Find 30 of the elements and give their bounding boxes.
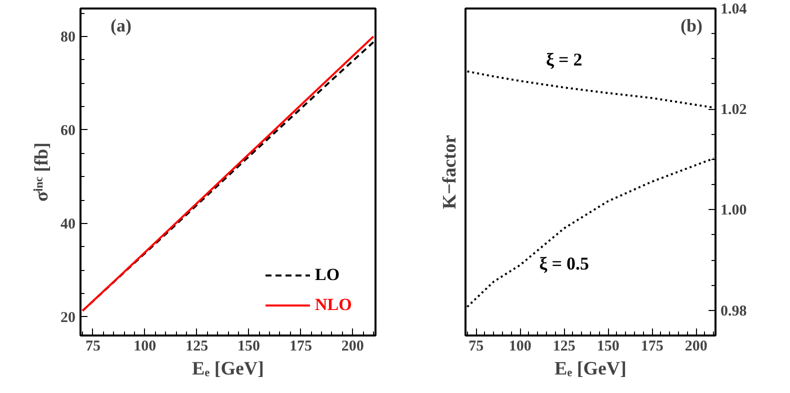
series-label: ξ = 2 [546, 49, 582, 70]
series-label: ξ = 0.5 [539, 253, 589, 274]
x-tick-label: 100 [134, 338, 156, 354]
x-tick-label: 200 [341, 338, 364, 354]
y-axis-title: σⁱⁿᶜ [fb] [32, 142, 52, 202]
x-tick-label: 75 [468, 338, 484, 354]
annotation: (b) [680, 16, 703, 36]
legend-label: LO [315, 265, 340, 285]
x-axis-title: Eₑ [GeV] [192, 358, 264, 380]
y-tick-label: 0.98 [720, 303, 747, 320]
y-tick-label: 1.00 [720, 202, 747, 219]
legend-label: NLO [315, 295, 352, 315]
y-tick-label: 20 [60, 310, 76, 326]
x-tick-label: 175 [289, 338, 312, 354]
y-axis-title: K−factor [440, 134, 460, 210]
x-tick-label: 175 [640, 338, 664, 354]
y-tick-label: 40 [60, 216, 76, 232]
y-tick-label: 80 [60, 30, 76, 46]
x-tick-label: 150 [596, 338, 620, 354]
x-tick-label: 125 [552, 338, 576, 354]
x-tick-label: 125 [186, 338, 208, 354]
y-tick-label: 60 [60, 122, 76, 139]
x-tick-label: 200 [684, 338, 708, 354]
annotation: (a) [110, 16, 132, 36]
x-tick-label: 150 [238, 338, 260, 354]
x-tick-label: 100 [508, 338, 532, 354]
y-tick-label: 1.04 [720, 2, 748, 18]
x-tick-label: 75 [85, 338, 100, 354]
y-tick-label: 1.02 [720, 102, 747, 118]
x-axis-title: Eₑ [GeV] [554, 358, 626, 380]
